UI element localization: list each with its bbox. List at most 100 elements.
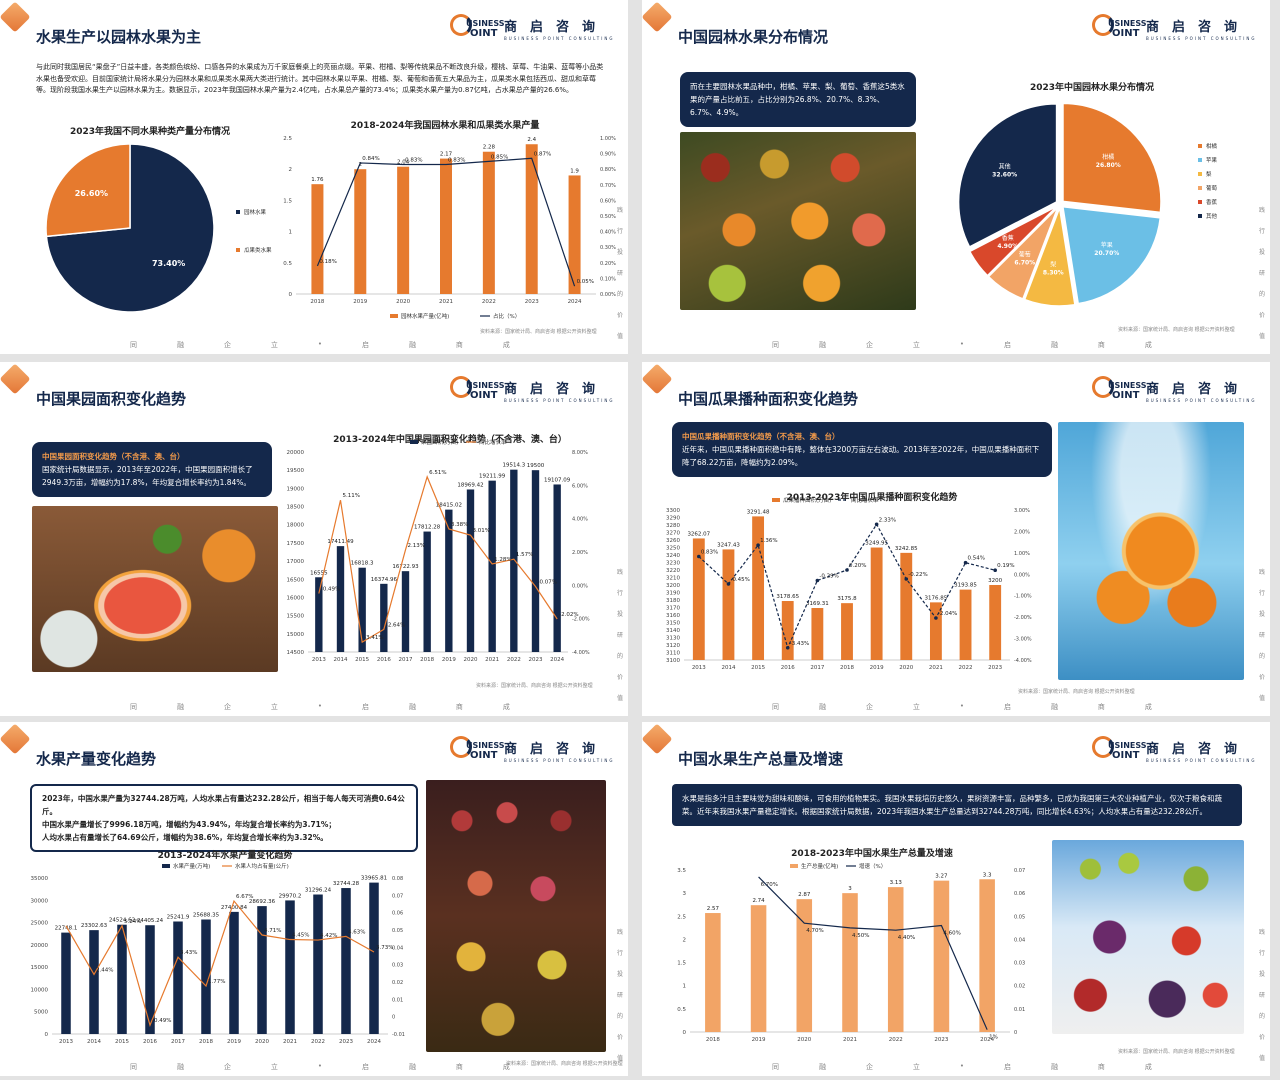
source-note: 资料来源：国家统计局、商启咨询 根据公开资料整理 [1118, 1049, 1235, 1055]
y2-tick-label: 0.30% [600, 245, 616, 251]
side-char: 投 [1258, 971, 1265, 978]
slice-name: 柑橘 [1102, 153, 1114, 161]
y-tick-label: 17000 [287, 559, 305, 565]
x-tick-label: 2018 [199, 1039, 213, 1045]
bar-value-label: 17812.28 [414, 525, 441, 531]
footer-char: 成 [502, 703, 510, 711]
slide-fruit-production: 水果生产以园林水果为主 USINESS OINT 商启咨询 BUSINESS P… [0, 0, 628, 354]
pie-slice [1023, 205, 1076, 307]
x-tick-label: 2020 [899, 665, 913, 671]
bar-value-label: 25688.35 [193, 913, 220, 919]
bar-value-label: 2.4 [527, 137, 536, 143]
footer-char: 融 [176, 1063, 184, 1071]
series-line [318, 475, 558, 644]
series-line [316, 157, 576, 287]
y-tick-label: 3120 [666, 643, 680, 649]
bar [959, 589, 972, 660]
y2-tick-label: -2.00% [1014, 615, 1032, 621]
slide-fruit-total-growth: 中国水果生产总量及增速 USINESS OINT 商启咨询 BUSINESS P… [642, 722, 1270, 1076]
y2-tick-label: 0.07 [392, 893, 403, 899]
pie-slice [45, 143, 131, 238]
summary-box: 而在主要园林水果品种中，柑橘、苹果、梨、葡萄、香蕉这5类水果的产量占比前五，占比… [680, 72, 916, 127]
line-value-label: -0.29% [819, 574, 838, 580]
y2-tick-label: -2.00% [572, 617, 590, 623]
bar [887, 887, 904, 1032]
line-value-label: -3.41% [364, 635, 383, 641]
line-value-label: 4.45% [292, 933, 309, 939]
legend-label: 园林水果 [244, 208, 267, 216]
y2-tick-label: 0 [392, 1015, 395, 1021]
y-tick-label: 3150 [666, 621, 680, 627]
company-logo: USINESS OINT 商启咨询 BUSINESS POINT CONSULT… [450, 734, 620, 766]
x-tick-label: 2018 [310, 299, 324, 305]
bar [482, 151, 495, 294]
footer-char: • [959, 702, 965, 710]
line-value-label: 0.83% [405, 158, 422, 164]
y2-tick-label: 2.00% [572, 550, 588, 556]
bar [145, 925, 155, 1034]
line-value-label: 0.87% [534, 151, 551, 157]
line-value-label: 5.11% [343, 493, 360, 499]
bar-value-label: 24524.62 [109, 918, 135, 924]
source-note: 资料来源：国家统计局、商启咨询 根据公开资料整理 [1018, 689, 1135, 695]
y-tick-label: 3170 [666, 606, 680, 612]
bar-value-label: 29970.2 [279, 893, 302, 899]
logo-mark [1092, 736, 1114, 758]
slide-fruit-output-trend: 水果产量变化趋势 USINESS OINT 商启咨询 BUSINESS POIN… [0, 722, 628, 1076]
legend-label: 占比（%） [493, 312, 520, 320]
footer-char: 立 [912, 341, 920, 349]
x-tick-label: 2020 [464, 657, 478, 663]
side-slogan: 践行投研的价值 [1258, 200, 1266, 347]
bar [870, 547, 883, 660]
legend-swatch [1198, 186, 1202, 190]
slice-name: 梨 [1050, 260, 1056, 268]
bar [796, 899, 813, 1032]
x-tick-label: 2021 [485, 657, 499, 663]
slide-orchard-distribution: 中国园林水果分布情况 USINESS OINT 商启咨询 BUSINESS PO… [642, 0, 1270, 354]
line-value-label: 5.24% [124, 919, 141, 925]
side-char: 值 [1258, 333, 1265, 340]
y-tick-label: 3280 [666, 523, 680, 529]
y2-tick-label: 0.80% [600, 167, 616, 173]
orange-splash-photo [1058, 422, 1244, 680]
bar [929, 602, 942, 660]
y2-tick-label: 0.40% [600, 230, 616, 236]
y-tick-label: 15000 [31, 965, 49, 971]
footer-char: 融 [176, 341, 184, 349]
bar-value-label: 31296.24 [305, 888, 332, 894]
bar-value-label: 2.87 [798, 892, 811, 898]
bar-value-label: 3242.85 [895, 546, 918, 552]
bar [692, 538, 705, 660]
line-value-label: 1.28% [494, 557, 511, 563]
line-value-label: 0.84% [362, 156, 379, 162]
slide-title: 中国园林水果分布情况 [678, 28, 829, 46]
y2-tick-label: 6.00% [572, 483, 588, 489]
side-char: 投 [1258, 249, 1265, 256]
footer-char: 融 [818, 1063, 826, 1071]
grapefruit-photo [32, 506, 278, 672]
bar [841, 603, 853, 660]
footer-char: 立 [270, 703, 278, 711]
footer-char: 立 [912, 703, 920, 711]
legend-swatch [1198, 214, 1202, 218]
y-tick-label: 20000 [287, 450, 305, 456]
y-tick-label: 2 [683, 937, 687, 943]
line-value-label: 0.83% [448, 158, 465, 164]
legend-label: 梨 [1206, 170, 1212, 178]
chart-title: 2013-2024年中国果园面积变化趋势（不含港、澳、台） [333, 435, 567, 445]
logo-en-line1: USINESS [1108, 741, 1147, 750]
footer-char: 同 [772, 341, 779, 349]
bar-value-label: 3262.07 [687, 531, 710, 537]
bar-value-label: 16374.96 [371, 577, 398, 583]
bar [488, 480, 496, 652]
y2-tick-label: 0.08 [392, 876, 403, 882]
y-tick-label: 15500 [287, 614, 305, 620]
bar-value-label: 18969.42 [457, 482, 483, 488]
x-tick-label: 2022 [959, 665, 973, 671]
pie-slice [968, 205, 1058, 277]
y2-tick-label: 0.06 [1014, 891, 1025, 897]
footer-slogan: 同 融 企 立 • 启 融 商 成 [772, 702, 1152, 712]
combo-chart-orchard-output: 0 0.5 1 1.5 2 2.5 0.00% 0.10% 0.20% 0.30% 0.40% 0.5… [283, 136, 616, 320]
chart-title: 2013-2024年水果产量变化趋势 [157, 851, 293, 861]
